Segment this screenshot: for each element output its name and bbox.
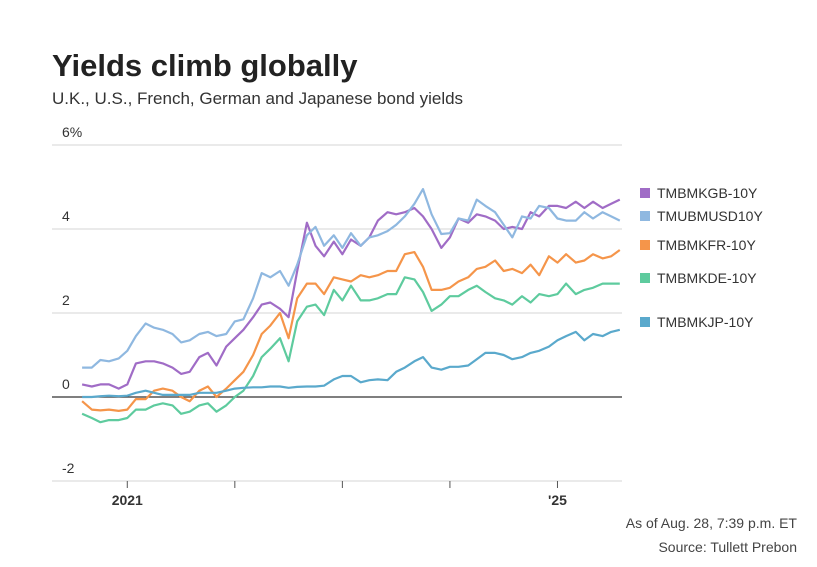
y-tick-label: 0 <box>62 376 70 392</box>
x-tick-label: 2021 <box>112 492 143 508</box>
legend-swatch <box>640 211 650 221</box>
y-tick-label: -2 <box>62 460 75 476</box>
y-tick-label: 2 <box>62 292 70 308</box>
series-line <box>81 249 621 412</box>
y-tick-label: 6% <box>62 124 82 140</box>
chart-title: Yields climb globally <box>52 48 358 83</box>
series-line <box>82 328 621 399</box>
chart-subtitle: U.K., U.S., French, German and Japanese … <box>52 89 463 108</box>
legend-label: TMBMKGB-10Y <box>657 185 758 201</box>
legend-label: TMUBMUSD10Y <box>657 208 763 224</box>
legend-swatch <box>640 273 650 283</box>
annotation: Source: Tullett Prebon <box>658 539 797 555</box>
series-line <box>81 276 620 424</box>
y-tick-label: 4 <box>62 208 70 224</box>
legend-swatch <box>640 317 650 327</box>
series-line <box>81 198 621 390</box>
legend-label: TMBMKDE-10Y <box>657 270 757 286</box>
legend-swatch <box>640 240 650 250</box>
legend-label: TMBMKFR-10Y <box>657 237 756 253</box>
series-line <box>82 188 621 369</box>
legend-swatch <box>640 188 650 198</box>
legend-label: TMBMKJP-10Y <box>657 314 754 330</box>
annotation: As of Aug. 28, 7:39 p.m. ET <box>626 515 798 531</box>
x-tick-label: '25 <box>548 492 567 508</box>
